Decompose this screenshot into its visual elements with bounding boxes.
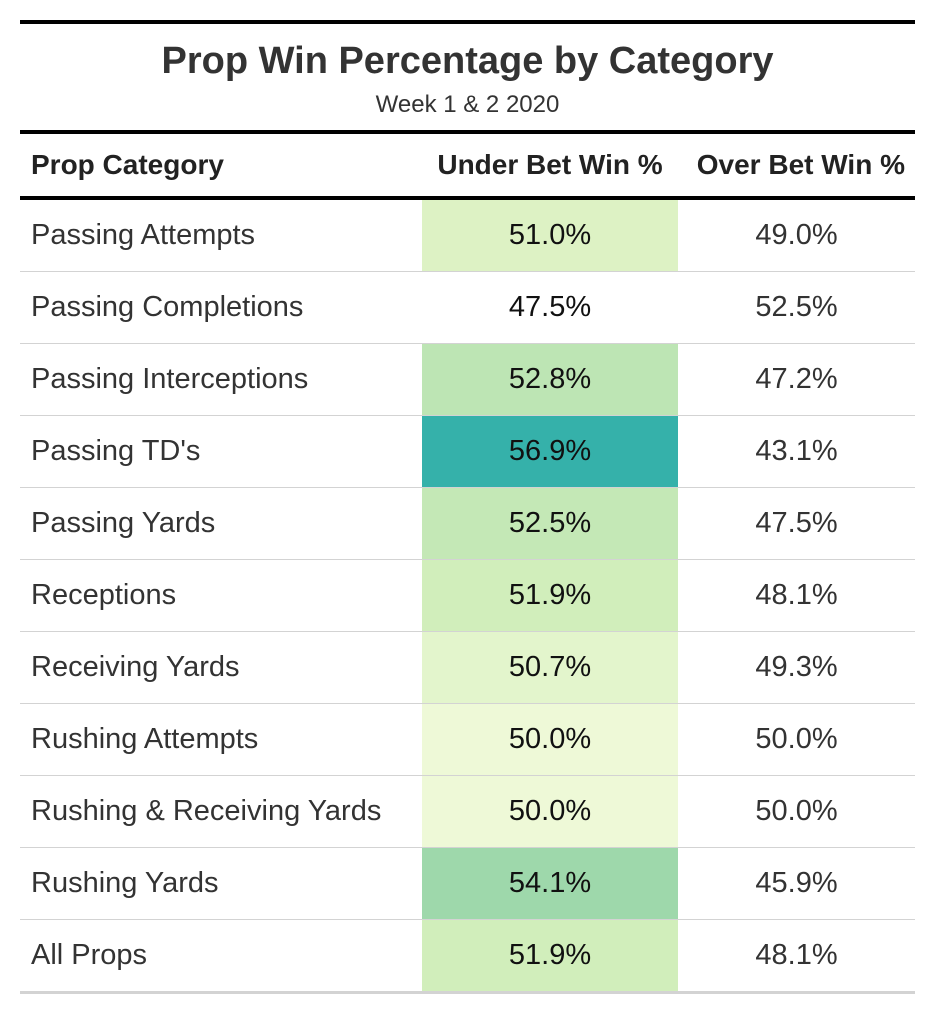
prop-win-table: Prop Win Percentage by Category Week 1 &… xyxy=(20,20,915,994)
table-body: Passing Attempts 51.0% 49.0% Passing Comple… xyxy=(20,200,915,994)
table-row: Rushing Attempts 50.0% 50.0% xyxy=(20,704,915,776)
cell-under-bet-win: 51.0% xyxy=(422,200,678,271)
cell-prop-category: Rushing Attempts xyxy=(31,723,259,755)
table-row: Passing Attempts 51.0% 49.0% xyxy=(20,200,915,272)
header-under-bet-win: Under Bet Win % xyxy=(437,149,663,180)
cell-under-bet-win: 50.0% xyxy=(422,704,678,775)
table-row: Passing Interceptions 52.8% 47.2% xyxy=(20,344,915,416)
cell-over-bet-win: 43.1% xyxy=(755,435,838,467)
cell-under-bet-win: 50.0% xyxy=(422,776,678,847)
cell-over-bet-win: 47.2% xyxy=(755,363,838,395)
table-row: Passing Completions 47.5% 52.5% xyxy=(20,272,915,344)
header-top-rule xyxy=(20,130,915,134)
cell-prop-category: All Props xyxy=(31,939,148,971)
cell-under-bet-win: 51.9% xyxy=(422,920,678,991)
chart-title: Prop Win Percentage by Category xyxy=(161,40,774,82)
cell-prop-category: Passing Interceptions xyxy=(31,363,309,395)
cell-over-bet-win: 50.0% xyxy=(755,795,838,827)
cell-under-bet-win: 54.1% xyxy=(422,848,678,919)
cell-prop-category: Passing TD's xyxy=(31,435,201,467)
table-row: Passing Yards 52.5% 47.5% xyxy=(20,488,915,560)
cell-over-bet-win: 52.5% xyxy=(755,291,838,323)
cell-over-bet-win: 50.0% xyxy=(755,723,838,755)
header-over-bet-win: Over Bet Win % xyxy=(696,149,905,180)
cell-prop-category: Passing Completions xyxy=(31,291,304,323)
chart-subtitle: Week 1 & 2 2020 xyxy=(375,91,560,118)
top-rule xyxy=(20,20,915,24)
table-row: Rushing & Receiving Yards 50.0% 50.0% xyxy=(20,776,915,848)
cell-under-bet-win: 47.5% xyxy=(422,272,678,343)
table-row: All Props 51.9% 48.1% xyxy=(20,920,915,994)
cell-prop-category: Passing Attempts xyxy=(31,219,256,251)
table-row: Rushing Yards 54.1% 45.9% xyxy=(20,848,915,920)
cell-prop-category: Receiving Yards xyxy=(31,651,240,683)
table-header-row: Prop Category Under Bet Win % Over Bet W… xyxy=(20,134,915,196)
header-bottom-rule xyxy=(20,196,915,200)
cell-prop-category: Receptions xyxy=(31,579,177,611)
table-row: Receptions 51.9% 48.1% xyxy=(20,560,915,632)
cell-under-bet-win: 56.9% xyxy=(422,416,678,487)
cell-over-bet-win: 49.3% xyxy=(755,651,838,683)
table-row: Passing TD's 56.9% 43.1% xyxy=(20,416,915,488)
cell-under-bet-win: 52.8% xyxy=(422,344,678,415)
cell-prop-category: Passing Yards xyxy=(31,507,216,539)
table-row: Receiving Yards 50.7% 49.3% xyxy=(20,632,915,704)
cell-under-bet-win: 50.7% xyxy=(422,632,678,703)
cell-over-bet-win: 45.9% xyxy=(755,867,838,899)
cell-under-bet-win: 52.5% xyxy=(422,488,678,559)
cell-prop-category: Rushing & Receiving Yards xyxy=(31,795,382,827)
cell-over-bet-win: 48.1% xyxy=(755,939,838,971)
cell-under-bet-win: 51.9% xyxy=(422,560,678,631)
cell-over-bet-win: 49.0% xyxy=(755,219,838,251)
cell-over-bet-win: 48.1% xyxy=(755,579,838,611)
cell-prop-category: Rushing Yards xyxy=(31,867,219,899)
header-prop-category: Prop Category xyxy=(31,149,224,180)
cell-over-bet-win: 47.5% xyxy=(755,507,838,539)
